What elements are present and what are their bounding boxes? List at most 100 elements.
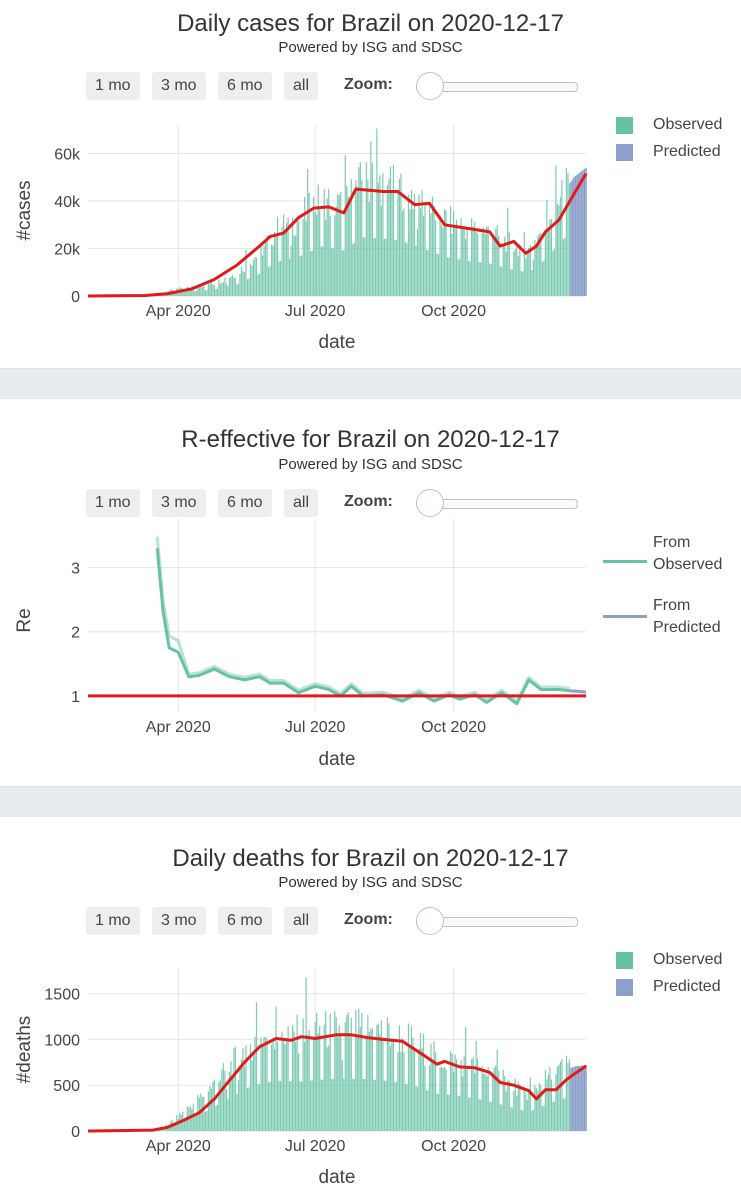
legend-swatch-observed[interactable] xyxy=(616,952,633,969)
observed-bar xyxy=(486,1076,488,1131)
observed-bar xyxy=(328,1045,330,1131)
observed-bar xyxy=(230,276,232,296)
observed-bar xyxy=(252,1050,255,1131)
observed-bar xyxy=(371,163,373,296)
predicted-bar xyxy=(573,1066,575,1131)
legend-swatch-predicted[interactable] xyxy=(616,979,633,996)
observed-bar xyxy=(201,1097,203,1131)
observed-bar xyxy=(346,185,348,296)
observed-bar xyxy=(252,260,255,296)
observed-bar xyxy=(383,1080,385,1131)
observed-bar xyxy=(210,281,212,296)
chart-subtitle: Powered by ISG and SDSC xyxy=(278,456,463,473)
range-button-all[interactable]: all xyxy=(284,72,319,100)
range-button-1mo[interactable]: 1 mo xyxy=(86,907,140,935)
observed-bar xyxy=(496,225,498,296)
observed-bar xyxy=(553,1101,556,1131)
observed-bar xyxy=(183,292,185,296)
range-button-1mo[interactable]: 1 mo xyxy=(86,72,140,100)
observed-bar xyxy=(323,1024,325,1131)
observed-bar xyxy=(459,1095,461,1131)
observed-bar xyxy=(359,162,361,296)
observed-bar xyxy=(258,1084,261,1131)
observed-bar xyxy=(347,196,349,296)
range-button-3mo[interactable]: 3 mo xyxy=(152,489,206,517)
legend-label-predicted-1[interactable]: From xyxy=(653,597,691,614)
observed-bar xyxy=(385,238,387,296)
observed-bar xyxy=(525,258,527,296)
observed-bar xyxy=(335,1017,337,1131)
x-axis-title: date xyxy=(319,332,356,353)
legend-label-predicted-2[interactable]: Predicted xyxy=(653,619,721,636)
legend-label-observed-1[interactable]: From xyxy=(653,534,691,551)
observed-bar xyxy=(308,1029,310,1131)
x-axis-title: date xyxy=(319,1167,356,1188)
range-button-1mo[interactable]: 1 mo xyxy=(86,489,140,517)
predicted-bar xyxy=(574,176,577,296)
observed-bar xyxy=(289,1081,291,1131)
observed-bar xyxy=(382,1037,384,1131)
legend-label-observed[interactable]: Observed xyxy=(653,951,723,968)
observed-bar xyxy=(403,1052,405,1131)
observed-bar xyxy=(322,246,324,296)
legend-line-predicted[interactable] xyxy=(603,615,647,618)
legend-swatch-predicted[interactable] xyxy=(616,144,633,161)
observed-bar xyxy=(340,191,342,296)
observed-bar xyxy=(487,226,489,296)
observed-bar xyxy=(490,1102,492,1131)
range-button-3mo[interactable]: 3 mo xyxy=(152,72,206,100)
observed-bar xyxy=(409,209,411,296)
observed-bar xyxy=(544,231,546,296)
zoom-slider-handle[interactable] xyxy=(416,907,444,935)
range-button-all[interactable]: all xyxy=(284,489,319,517)
observed-bar xyxy=(331,1079,333,1131)
re-chart: 1 2 3 Apr 2020 Jul 2020 Oct 2020 date Re xyxy=(14,519,587,770)
observed-bar xyxy=(555,165,557,296)
observed-bar xyxy=(454,1054,456,1131)
observed-bar xyxy=(532,1109,534,1131)
observed-bar xyxy=(233,1048,235,1131)
observed-bar xyxy=(341,1060,343,1131)
observed-bar xyxy=(365,162,367,296)
observed-bar xyxy=(332,248,334,296)
observed-bar xyxy=(379,175,381,296)
observed-bar xyxy=(221,1069,223,1131)
legend-label-observed[interactable]: Observed xyxy=(653,116,723,133)
observed-bar xyxy=(451,233,453,296)
observed-bar xyxy=(380,206,382,296)
range-button-6mo[interactable]: 6 mo xyxy=(218,489,272,517)
y-tick-label: 40k xyxy=(54,194,81,211)
panel-separator xyxy=(0,786,741,818)
range-button-6mo[interactable]: 6 mo xyxy=(218,907,272,935)
zoom-slider-handle[interactable] xyxy=(416,489,444,517)
legend-label-observed-2[interactable]: Observed xyxy=(653,556,723,573)
observed-bar xyxy=(251,1060,253,1131)
legend-label-predicted[interactable]: Predicted xyxy=(653,143,721,160)
observed-bar xyxy=(310,251,312,296)
observed-bar xyxy=(304,196,306,296)
observed-bar xyxy=(478,1099,480,1131)
observed-bar xyxy=(323,188,325,296)
observed-bar xyxy=(456,1059,458,1131)
range-button-6mo[interactable]: 6 mo xyxy=(218,72,272,100)
observed-re-line xyxy=(155,548,570,706)
observed-bar xyxy=(302,1018,304,1131)
observed-bar xyxy=(216,1104,218,1131)
legend-label-predicted[interactable]: Predicted xyxy=(653,978,721,995)
zoom-slider-handle[interactable] xyxy=(416,72,444,100)
x-tick-label: Jul 2020 xyxy=(285,303,346,320)
range-button-all[interactable]: all xyxy=(284,907,319,935)
range-button-3mo[interactable]: 3 mo xyxy=(152,907,206,935)
observed-bar xyxy=(356,1036,358,1131)
re-panel: R-effective for Brazil on 2020-12-17 Pow… xyxy=(0,399,741,786)
observed-bar xyxy=(565,1055,568,1131)
legend-line-observed[interactable] xyxy=(603,560,647,563)
observed-bar xyxy=(418,1048,420,1131)
predicted-bar xyxy=(585,167,587,296)
observed-bar xyxy=(296,1014,298,1131)
observed-bar xyxy=(409,1045,411,1131)
observed-bar xyxy=(487,1067,489,1131)
predicted-bar xyxy=(571,179,574,296)
legend-swatch-observed[interactable] xyxy=(616,117,633,134)
predicted-bar xyxy=(576,174,578,296)
